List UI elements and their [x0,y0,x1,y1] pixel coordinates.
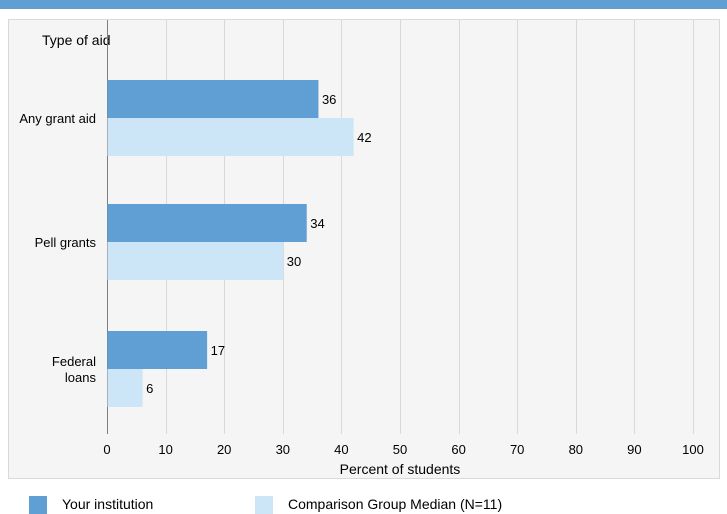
bar-comparison-group [107,118,354,156]
x-tick-label: 70 [510,442,524,457]
data-label-comparison-group: 42 [357,130,371,145]
x-tick-label: 20 [217,442,231,457]
legend-label-comparison-group: Comparison Group Median (N=11) [288,496,503,512]
x-tick-label: 30 [276,442,290,457]
legend-swatch-comparison-group [255,496,273,514]
bar-your-institution [107,204,307,242]
bar-your-institution [107,80,319,118]
bar-your-institution [107,331,208,369]
bars [107,80,354,407]
data-label-comparison-group: 6 [146,381,153,396]
bar-comparison-group [107,369,143,407]
data-label-your-institution: 36 [322,92,336,107]
x-tick-label: 80 [569,442,583,457]
x-tick-label: 100 [682,442,704,457]
value-labels: 36 42 34 30 17 6 [146,92,371,396]
header-bar [0,0,727,9]
x-axis-title: Percent of students [340,461,461,477]
x-tick-label: 90 [627,442,641,457]
x-tick-label: 50 [393,442,407,457]
x-tick-label: 10 [158,442,172,457]
category-label: loans [65,370,97,385]
x-tick-labels: 0 10 20 30 40 50 60 70 80 90 100 [103,442,703,457]
bar-chart: Type of aid 36 42 34 30 17 6 Any grant aid Pel… [19,20,704,477]
data-label-your-institution: 17 [211,343,225,358]
legend-label-your-institution: Your institution [62,496,154,512]
category-label: Any grant aid [19,111,96,126]
legend-swatch-your-institution [29,496,47,514]
category-label: Federal [52,354,96,369]
data-label-comparison-group: 30 [287,254,301,269]
data-label-your-institution: 34 [310,216,324,231]
y-axis-title: Type of aid [42,32,111,48]
category-label: Pell grants [35,235,97,250]
bar-comparison-group [107,242,284,280]
x-tick-label: 60 [451,442,465,457]
legend: Your institution Comparison Group Median… [0,485,727,514]
x-tick-label: 0 [103,442,110,457]
x-tick-label: 40 [334,442,348,457]
